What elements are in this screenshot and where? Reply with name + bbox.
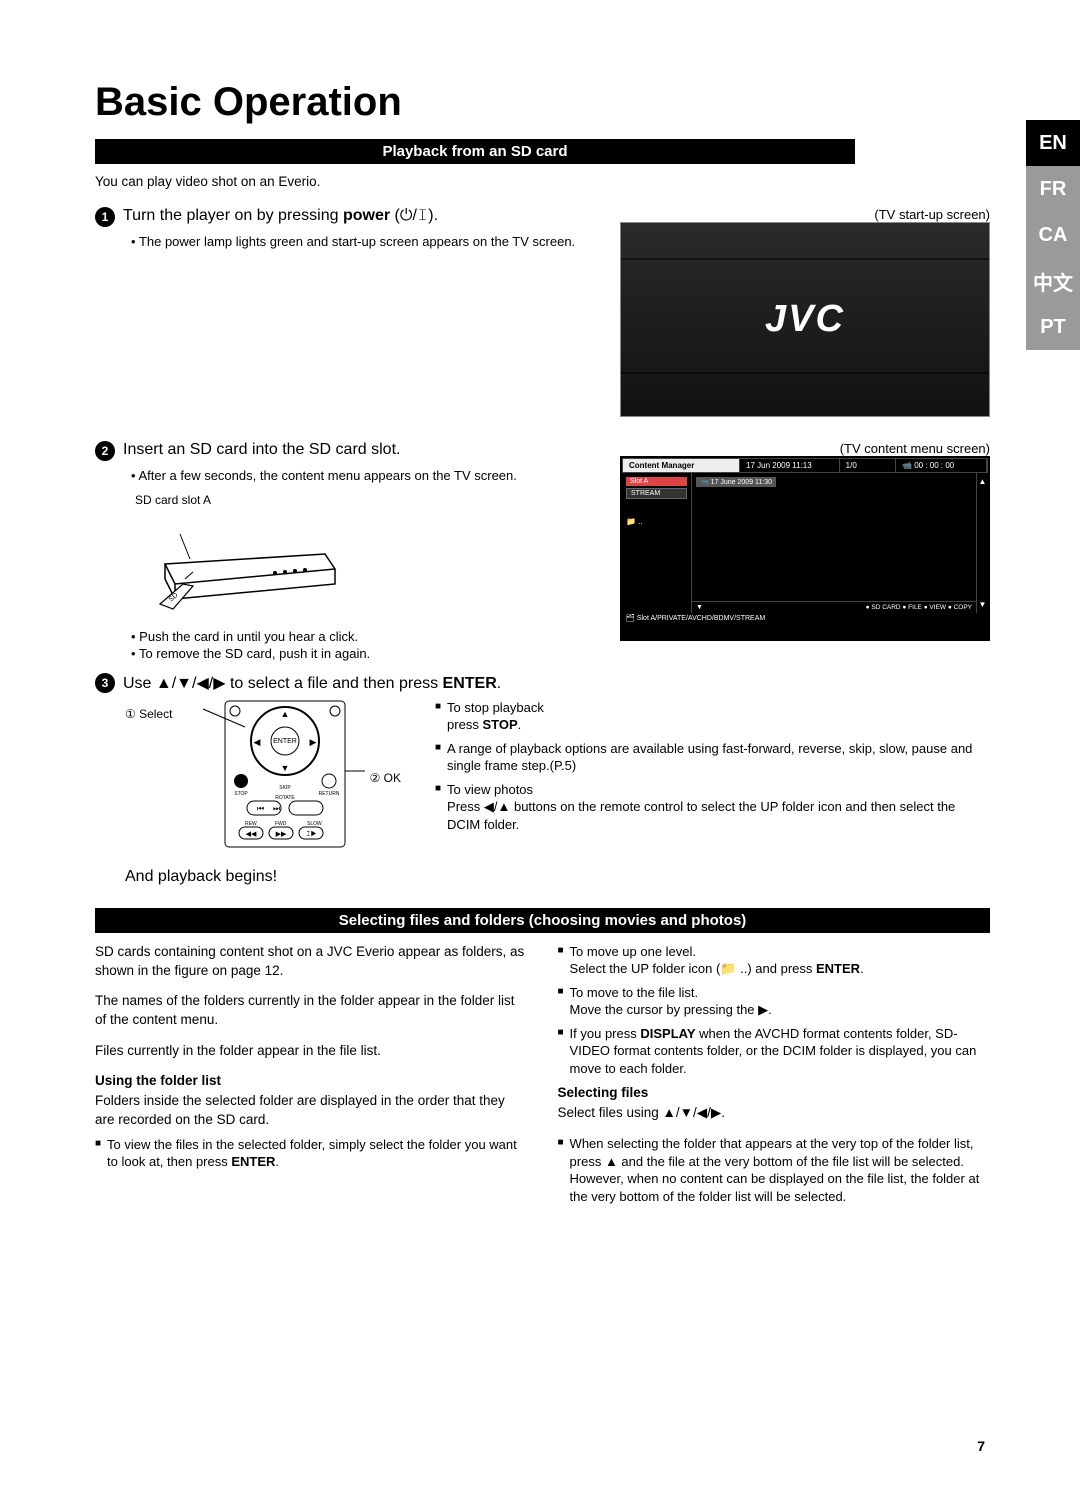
jvc-logo: JVC (765, 298, 845, 341)
svg-text:▼: ▼ (281, 763, 290, 773)
svg-text:◀: ◀ (254, 737, 261, 747)
step-1-text: Turn the player on by pressing power (⏻/… (123, 207, 438, 225)
svg-text:REW: REW (245, 821, 257, 827)
svg-text:SKIP: SKIP (279, 785, 291, 791)
cm-slot-a: Slot A (626, 477, 687, 486)
sec2-h1: Using the folder list (95, 1073, 528, 1088)
lang-tab-ca[interactable]: CA (1026, 212, 1080, 258)
svg-text:RETURN: RETURN (319, 791, 340, 797)
svg-text:ENTER: ENTER (273, 738, 297, 745)
sec2-right-p1: Select files using ▲/▼/◀/▶. (558, 1104, 991, 1123)
sec2-p4: Folders inside the selected folder are d… (95, 1092, 528, 1130)
cm-stream: STREAM (626, 488, 687, 499)
page-number: 7 (977, 1438, 985, 1454)
step-2-text: Insert an SD card into the SD card slot. (123, 441, 400, 459)
tv-startup-screen: JVC (620, 222, 990, 417)
sec2-right-sq: To move up one level.Select the UP folde… (558, 943, 991, 1078)
step-2-bullets-2: Push the card in until you hear a click.… (131, 628, 600, 663)
svg-text:⏭: ⏭ (273, 804, 280, 813)
sec2-left-sq: To view the files in the selected folder… (95, 1136, 528, 1171)
cm-time: 📹 00 : 00 : 00 (896, 459, 987, 472)
page-title: Basic Operation (95, 80, 990, 125)
cm-path: 🗂 Slot A/PRIVATE/AVCHD/BDMV/STREAM (622, 613, 988, 623)
remote-illustration: ENTER ▲ ▼ ◀ ▶ STOP RETURN SKIP ROTATE ⏮ ⏭… (195, 699, 375, 849)
cm-scrollbar: ▲▼ (976, 473, 988, 613)
step-2-badge: 2 (95, 441, 115, 461)
svg-text:SLOW: SLOW (307, 821, 322, 827)
tv-startup-label: (TV start-up screen) (620, 207, 990, 222)
svg-text:FWD: FWD (275, 821, 287, 827)
section-selecting-bar: Selecting files and folders (choosing mo… (95, 908, 990, 933)
sec2-p2: The names of the folders currently in th… (95, 992, 528, 1030)
tv-content-label: (TV content menu screen) (620, 441, 990, 456)
svg-text:▲: ▲ (281, 709, 290, 719)
cm-folder-up-icon: 📁 .. (626, 517, 687, 526)
cm-footer: ▼ ● SD CARD ● FILE ● VIEW ● COPY (692, 601, 976, 613)
step-3-notes: To stop playbackpress STOP. A range of p… (435, 699, 990, 834)
device-illustration: SD (135, 509, 355, 619)
language-tabs: EN FR CA 中文 PT (1026, 120, 1080, 350)
step-3-text: Use ▲/▼/◀/▶ to select a file and then pr… (123, 673, 501, 693)
lang-tab-fr[interactable]: FR (1026, 166, 1080, 212)
step-1: 1 Turn the player on by pressing power (… (95, 207, 600, 227)
cm-date: 17 Jun 2009 11:13 (740, 459, 840, 472)
step-2-bullets-1: After a few seconds, the content menu ap… (131, 467, 600, 485)
lang-tab-pt[interactable]: PT (1026, 304, 1080, 350)
svg-text:ROTATE: ROTATE (275, 795, 295, 801)
sd-slot-label: SD card slot A (135, 493, 600, 507)
cm-sidebar: Slot A STREAM 📁 .. (622, 473, 692, 613)
cm-title: Content Manager (623, 459, 740, 472)
sec2-p3: Files currently in the folder appear in … (95, 1042, 528, 1061)
svg-text:STOP: STOP (234, 791, 248, 797)
step-2: 2 Insert an SD card into the SD card slo… (95, 441, 600, 461)
svg-text:▶▶: ▶▶ (276, 831, 287, 838)
cm-main: 📹 17 June 2009 11:30 ▼ ● SD CARD ● FILE … (692, 473, 976, 613)
cm-file-item: 📹 17 June 2009 11:30 (696, 477, 776, 487)
step-3-badge: 3 (95, 673, 115, 693)
step-1-badge: 1 (95, 207, 115, 227)
svg-text:⏮: ⏮ (257, 804, 264, 813)
sec2-right-sq2: When selecting the folder that appears a… (558, 1135, 991, 1205)
playback-begins: And playback begins! (125, 868, 395, 886)
lang-tab-en[interactable]: EN (1026, 120, 1080, 166)
sec2-p1: SD cards containing content shot on a JV… (95, 943, 528, 981)
svg-text:𝙸▶: 𝙸▶ (306, 830, 317, 838)
lang-tab-zh[interactable]: 中文 (1026, 258, 1080, 304)
cm-index: 1/0 (840, 459, 896, 472)
svg-text:▶: ▶ (310, 737, 317, 747)
section-playback-bar: Playback from an SD card (95, 139, 855, 164)
sec2-h2: Selecting files (558, 1085, 991, 1100)
svg-text:◀◀: ◀◀ (246, 831, 257, 838)
intro-text: You can play video shot on an Everio. (95, 174, 990, 189)
content-menu-screen: Content Manager 17 Jun 2009 11:13 1/0 📹 … (620, 456, 990, 641)
step-3: 3 Use ▲/▼/◀/▶ to select a file and then … (95, 673, 990, 693)
select-label: ① Select (125, 707, 172, 721)
step-1-bullets: The power lamp lights green and start-up… (131, 233, 600, 251)
